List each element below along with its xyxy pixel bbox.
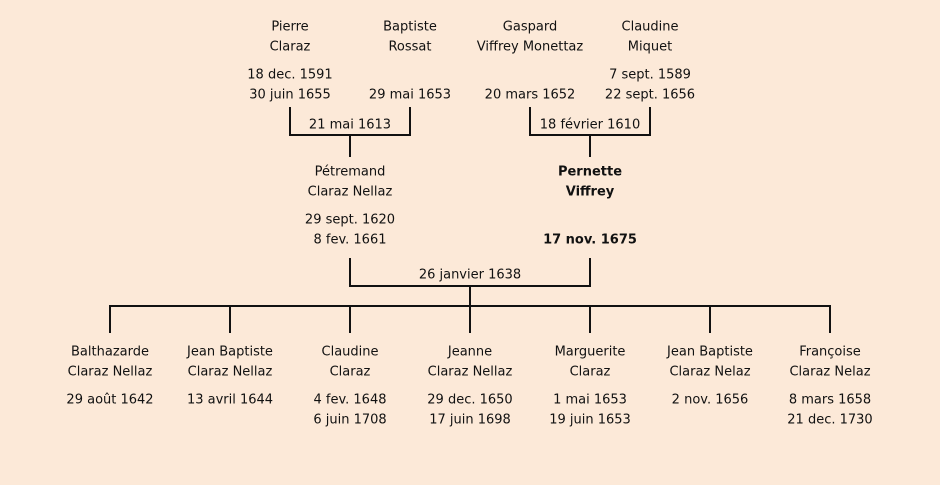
person-date: 19 juin 1653: [549, 413, 631, 428]
person-date: 21 dec. 1730: [787, 413, 872, 428]
marriage-date: 18 février 1610: [540, 118, 640, 133]
person-date: 6 juin 1708: [313, 413, 386, 428]
person-name: Claraz Nellaz: [308, 185, 393, 200]
person-date: 29 dec. 1650: [427, 393, 512, 408]
person-name: Balthazarde: [71, 345, 149, 360]
person-name: Viffrey Monettaz: [477, 40, 584, 55]
person-name: Claraz Nellaz: [428, 365, 513, 380]
person-name: Claraz: [570, 365, 611, 380]
person-name: Claraz Nellaz: [188, 365, 273, 380]
person-name: Miquet: [628, 40, 672, 55]
person-name: Baptiste: [383, 20, 437, 35]
person-name: Jean Baptiste: [666, 345, 753, 360]
person-date: 22 sept. 1656: [605, 88, 695, 103]
person-date: 17 nov. 1675: [543, 233, 637, 248]
person-name: Claraz Nellaz: [68, 365, 153, 380]
person-date: 13 avril 1644: [187, 393, 273, 408]
person-date: 30 juin 1655: [249, 88, 331, 103]
person-date: 29 mai 1653: [369, 88, 451, 103]
person-name: Claudine: [322, 345, 379, 360]
person-name: Françoise: [799, 345, 861, 360]
person-date: 29 sept. 1620: [305, 213, 395, 228]
marriage-date: 21 mai 1613: [309, 118, 391, 133]
person-name: Pétremand: [315, 165, 386, 180]
person-date: 29 août 1642: [66, 393, 153, 408]
person-name: Viffrey: [566, 185, 615, 200]
person-date: 8 fev. 1661: [313, 233, 386, 248]
person-name: Rossat: [388, 40, 431, 55]
person-name: Jean Baptiste: [186, 345, 273, 360]
person-name: Marguerite: [555, 345, 626, 360]
person-name: Claraz: [330, 365, 371, 380]
person-name: Pierre: [271, 20, 308, 35]
person-date: 20 mars 1652: [485, 88, 576, 103]
person-date: 7 sept. 1589: [609, 68, 691, 83]
person-name: Pernette: [558, 165, 622, 180]
person-date: 8 mars 1658: [789, 393, 871, 408]
marriage-date: 26 janvier 1638: [419, 268, 521, 283]
person-date: 1 mai 1653: [553, 393, 627, 408]
person-name: Claraz Nelaz: [789, 365, 870, 380]
person-name: Claraz Nelaz: [669, 365, 750, 380]
person-date: 2 nov. 1656: [672, 393, 749, 408]
person-date: 4 fev. 1648: [313, 393, 386, 408]
person-date: 17 juin 1698: [429, 413, 511, 428]
person-date: 18 dec. 1591: [247, 68, 332, 83]
person-name: Jeanne: [447, 345, 492, 360]
person-name: Claudine: [622, 20, 679, 35]
person-name: Claraz: [270, 40, 311, 55]
person-name: Gaspard: [503, 20, 557, 35]
